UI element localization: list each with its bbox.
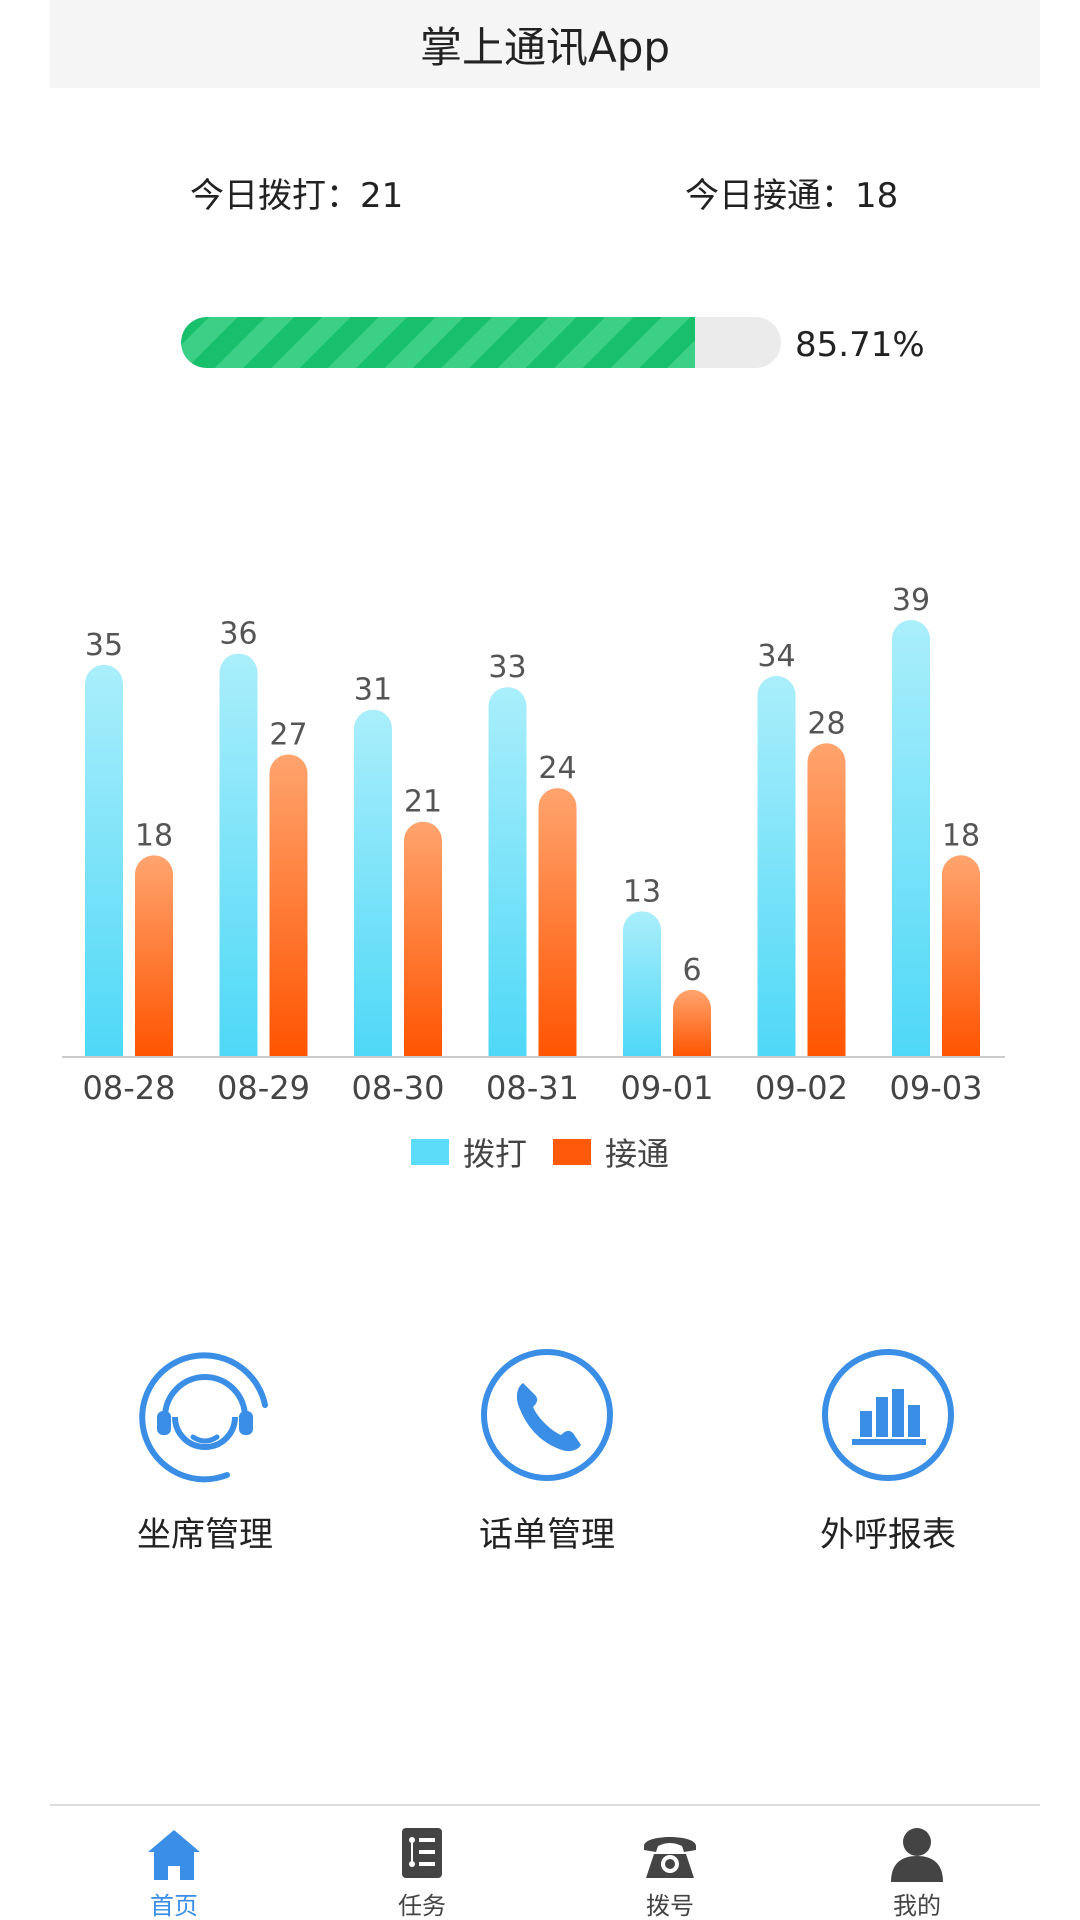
- legend-label-connect: 接通: [605, 1135, 670, 1173]
- bar-connect-08-28: [135, 855, 173, 1057]
- agent-management-label: 坐席管理: [137, 1515, 273, 1555]
- connect-rate-progress-bar: [181, 317, 781, 368]
- page-title: 掌上通讯App: [419, 22, 671, 72]
- bar-connect-08-29: [269, 754, 308, 1057]
- tab-tasks[interactable]: 任务: [352, 1826, 492, 1920]
- x-tick-label-08-31: 08-31: [486, 1069, 579, 1107]
- bar-label-dial-08-28: 35: [85, 628, 123, 663]
- bar-label-dial-08-30: 31: [354, 673, 392, 708]
- headset-agent-icon: [139, 1352, 268, 1483]
- bar-dial-08-31: [488, 687, 527, 1057]
- bar-label-connect-09-03: 18: [942, 818, 980, 853]
- today-connect-count: 今日接通：18: [685, 176, 899, 216]
- bar-dial-08-30: [354, 709, 392, 1057]
- bar-dial-08-29: [219, 653, 258, 1057]
- phone-icon: [481, 1349, 613, 1481]
- app-header: 掌上通讯App: [50, 0, 1040, 88]
- connect-rate-label: 85.71%: [795, 325, 925, 365]
- bar-dial-09-03: [892, 620, 930, 1057]
- bar-dial-08-28: [85, 664, 123, 1057]
- bar-chart-icon: [822, 1349, 954, 1481]
- bar-label-connect-08-30: 21: [404, 785, 442, 820]
- legend-item-dial[interactable]: 拨打: [410, 1129, 527, 1175]
- x-tick-label-08-30: 08-30: [352, 1069, 445, 1107]
- agent-management-button[interactable]: 坐席管理: [85, 1345, 325, 1556]
- bar-connect-09-02: [807, 743, 846, 1057]
- bar-label-dial-08-31: 33: [488, 650, 526, 685]
- tab-dial-label: 拨号: [646, 1892, 694, 1920]
- today-dial-count: 今日拨打：21: [190, 176, 404, 216]
- task-list-icon: [402, 1828, 442, 1878]
- feature-menu: 坐席管理 话单管理 外呼报表: [0, 1345, 1080, 1555]
- daily-calls-bar-chart: 35 18 36 27 31 21 33 24 13 6 34 28 39 18 08-28 08-29 08…: [62, 583, 1005, 1107]
- bar-label-connect-09-02: 28: [807, 706, 845, 741]
- call-record-management-button[interactable]: 话单管理: [427, 1345, 667, 1556]
- bar-dial-09-02: [757, 676, 796, 1057]
- outbound-report-button[interactable]: 外呼报表: [768, 1345, 1008, 1556]
- bar-connect-08-30: [404, 821, 442, 1057]
- home-icon: [148, 1830, 200, 1880]
- bar-label-connect-08-31: 24: [538, 751, 576, 786]
- legend-swatch-dial: [410, 1139, 449, 1165]
- user-icon: [891, 1828, 943, 1882]
- tab-mine[interactable]: 我的: [847, 1826, 987, 1920]
- connect-rate-progress-fill: [181, 317, 696, 368]
- tab-tasks-label: 任务: [398, 1892, 446, 1920]
- bar-connect-09-03: [942, 855, 980, 1057]
- bar-label-dial-08-29: 36: [219, 617, 257, 652]
- tab-home-label: 首页: [150, 1892, 198, 1920]
- bar-label-dial-09-02: 34: [757, 639, 795, 674]
- today-stats: 今日拨打：21 今日接通：18: [0, 168, 1080, 218]
- bar-label-dial-09-03: 39: [892, 583, 930, 618]
- legend-item-connect[interactable]: 接通: [553, 1129, 669, 1175]
- bottom-tab-bar: 首页 任务 拨号 我的: [50, 1804, 1040, 1920]
- chart-legend: 拨打 接通: [0, 1130, 1080, 1174]
- x-tick-label-08-28: 08-28: [83, 1069, 176, 1107]
- x-tick-label-09-03: 09-03: [890, 1069, 983, 1107]
- tab-mine-label: 我的: [893, 1892, 941, 1920]
- bar-label-connect-08-28: 18: [135, 818, 173, 853]
- outbound-report-label: 外呼报表: [820, 1515, 956, 1555]
- bar-label-connect-09-01: 6: [682, 953, 701, 988]
- bar-label-connect-08-29: 27: [269, 717, 307, 752]
- bar-connect-08-31: [538, 788, 577, 1057]
- x-tick-label-09-02: 09-02: [755, 1069, 848, 1107]
- x-tick-label-09-01: 09-01: [621, 1069, 714, 1107]
- x-tick-label-08-29: 08-29: [217, 1069, 310, 1107]
- bar-label-dial-09-01: 13: [623, 874, 661, 909]
- tab-home[interactable]: 首页: [104, 1826, 244, 1920]
- bar-dial-09-01: [623, 911, 661, 1057]
- legend-swatch-connect: [553, 1139, 591, 1165]
- call-record-management-label: 话单管理: [479, 1515, 615, 1555]
- bar-connect-09-01: [673, 989, 711, 1057]
- tab-dial[interactable]: 拨号: [600, 1826, 740, 1920]
- legend-label-dial: 拨打: [462, 1135, 527, 1173]
- telephone-icon: [644, 1837, 696, 1878]
